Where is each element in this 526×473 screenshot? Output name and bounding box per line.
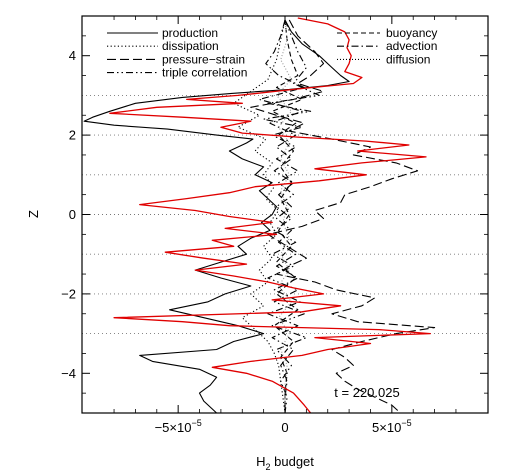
legend-label-production: production xyxy=(162,26,218,40)
x-axis-label: H2 budget xyxy=(256,454,314,472)
legend: productiondissipationpressure−straintrip… xyxy=(107,26,437,80)
x-axis-label-subscript: 2 xyxy=(266,462,271,472)
legend-label-dissipation: dissipation xyxy=(162,39,219,53)
legend-label-buoyancy: buoyancy xyxy=(386,26,437,40)
x-tick-label: 0 xyxy=(281,420,288,435)
y-tick-label: −2 xyxy=(61,286,76,301)
series-line-pressure-strain xyxy=(250,19,436,413)
y-tick-label: 0 xyxy=(69,207,76,222)
legend-label-advection: advection xyxy=(386,39,437,53)
series-line-triple-correlation xyxy=(263,19,320,413)
series-line-buoyancy xyxy=(271,19,303,413)
series-line-diffusion xyxy=(275,19,292,413)
legend-label-pressure-strain: pressure−strain xyxy=(162,52,245,66)
x-tick-label: 5×10−5 xyxy=(372,418,412,435)
axis-ticks: −4 −2 0 2 4 −5×10−5 0 5×10−5 xyxy=(61,16,488,435)
y-axis-label: Z xyxy=(26,210,41,218)
x-axis-label-main: H xyxy=(256,454,265,469)
x-axis-label-rest: budget xyxy=(271,454,315,469)
x-tick-label: −5×10−5 xyxy=(155,418,202,435)
y-tick-label: −4 xyxy=(61,366,76,381)
series-line-total xyxy=(109,17,431,413)
series-lines xyxy=(83,17,436,413)
series-line-production xyxy=(83,19,350,413)
legend-label-diffusion: diffusion xyxy=(386,52,430,66)
y-tick-label: 2 xyxy=(69,128,76,143)
time-annotation: t = 220.025 xyxy=(334,385,399,400)
legend-label-triple-correlation: triple correlation xyxy=(162,66,247,80)
y-tick-label: 4 xyxy=(69,48,76,63)
